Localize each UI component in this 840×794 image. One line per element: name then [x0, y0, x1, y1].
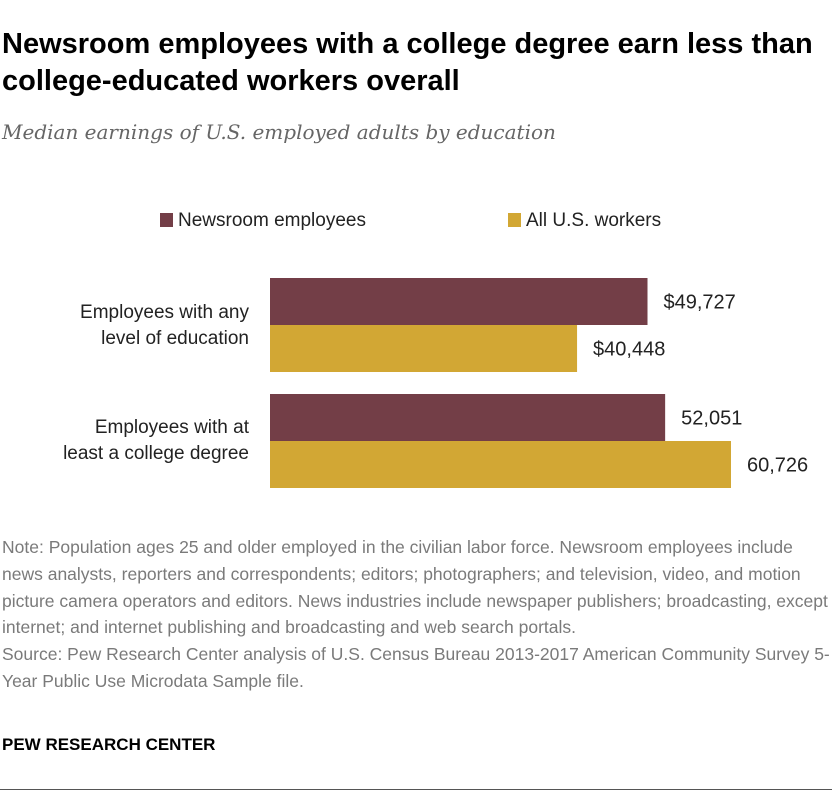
- category-label-0: Employees with any level of education: [80, 302, 249, 349]
- chart-title: Newsroom employees with a college degree…: [2, 28, 813, 97]
- data-label-0-0: $49,727: [664, 292, 736, 314]
- category-label-1: Employees with at least a college degree: [63, 417, 250, 464]
- legend-label-1: All U.S. workers: [526, 210, 661, 231]
- bar-0-1: [270, 325, 578, 372]
- bottom-divider: [0, 789, 832, 790]
- brand-logo-text: PEW RESEARCH CENTER: [2, 735, 216, 754]
- legend-label-0: Newsroom employees: [178, 210, 366, 231]
- source-text: Source: Pew Research Center analysis of …: [2, 644, 830, 691]
- note-text: Note: Population ages 25 and older emplo…: [2, 537, 828, 638]
- bar-chart: Newsroom employees All U.S. workers Employ…: [63, 210, 808, 488]
- legend-swatch-0: [160, 213, 173, 227]
- data-label-1-0: 52,051: [681, 408, 742, 430]
- data-label-0-1: $40,448: [593, 339, 665, 361]
- bar-1-0: [270, 394, 666, 441]
- chart-subtitle: Median earnings of U.S. employed adults …: [2, 120, 556, 144]
- bar-1-1: [270, 441, 731, 488]
- bar-0-0: [270, 278, 648, 325]
- data-label-1-1: 60,726: [747, 455, 808, 477]
- legend-swatch-1: [508, 213, 521, 227]
- chart-note: Note: Population ages 25 and older emplo…: [2, 534, 832, 695]
